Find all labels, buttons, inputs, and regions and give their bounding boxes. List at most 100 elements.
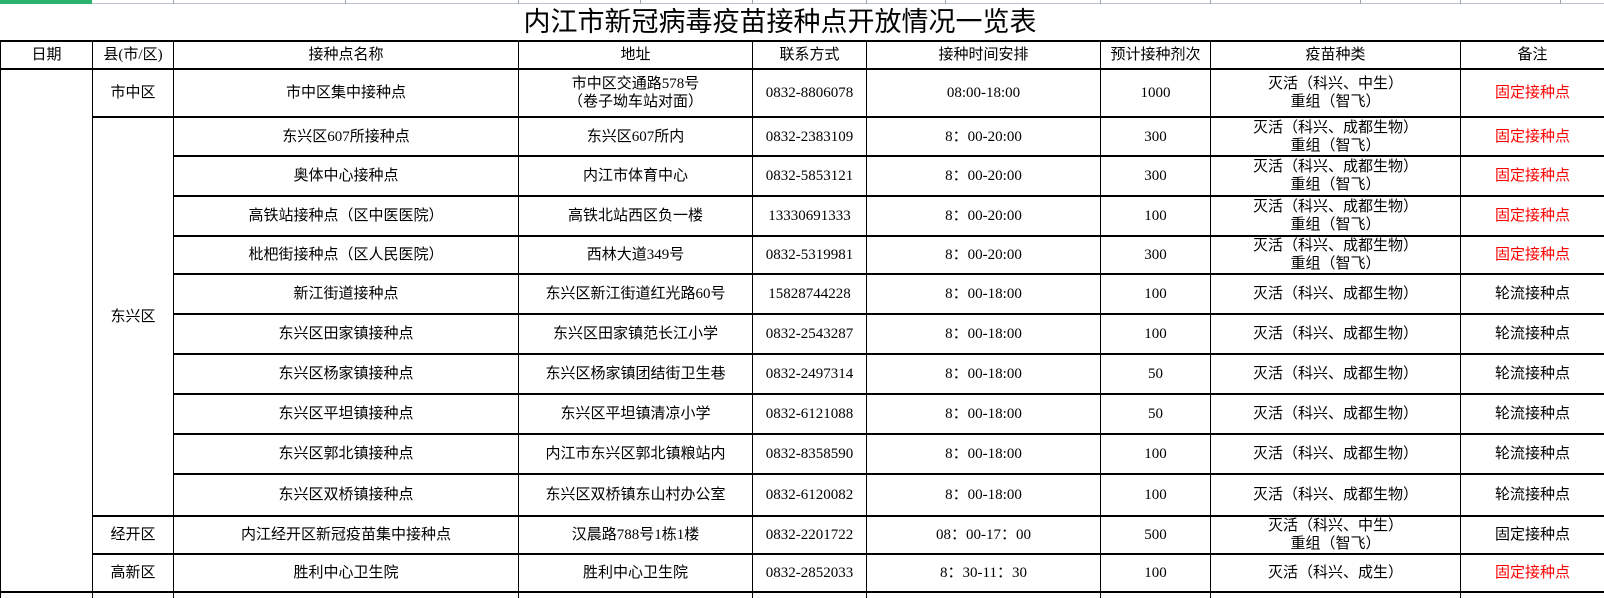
column-header-8[interactable]: 备注 <box>1460 40 1604 70</box>
cell-vaccine[interactable]: 灭活（科兴、成都生物） 重组（智飞） <box>1210 195 1461 237</box>
cell-phone[interactable]: 0832-5853121 <box>752 155 867 197</box>
cell-address[interactable]: 西林大道349号 <box>518 235 753 275</box>
cell-doses[interactable]: 300 <box>1100 116 1211 157</box>
cell-address[interactable]: 东兴区新江街道红光路60号 <box>518 273 753 315</box>
cell-site-name[interactable]: 东兴区平坦镇接种点 <box>173 393 519 435</box>
cell-site-name[interactable]: 枇杷街接种点（区人民医院） <box>173 235 519 275</box>
column-header-2[interactable]: 接种点名称 <box>173 40 519 70</box>
cell-doses[interactable]: 500 <box>1100 515 1211 555</box>
cell-address[interactable]: 市中区交通路578号 （卷子坳车站对面） <box>518 68 753 118</box>
cell-time[interactable]: 8：00-20:00 <box>866 235 1101 275</box>
cell-time[interactable]: 08：00-17：00 <box>866 515 1101 555</box>
cell-empty[interactable] <box>752 591 867 598</box>
cell-address[interactable]: 东兴区607所内 <box>518 116 753 157</box>
cell-phone[interactable]: 0832-5319981 <box>752 235 867 275</box>
cell-county[interactable]: 市中区 <box>92 68 174 118</box>
cell-remark[interactable]: 轮流接种点 <box>1460 313 1604 355</box>
cell-empty[interactable] <box>866 591 1101 598</box>
cell-remark[interactable]: 固定接种点 <box>1460 195 1604 237</box>
cell-time[interactable]: 8：00-18:00 <box>866 393 1101 435</box>
cell-vaccine[interactable]: 灭活（科兴、成都生物） <box>1210 353 1461 395</box>
cell-site-name[interactable]: 高铁站接种点（区中医医院） <box>173 195 519 237</box>
cell-site-name[interactable]: 市中区集中接种点 <box>173 68 519 118</box>
cell-remark[interactable]: 轮流接种点 <box>1460 433 1604 475</box>
column-header-7[interactable]: 疫苗种类 <box>1210 40 1461 70</box>
cell-time[interactable]: 8：00-18:00 <box>866 473 1101 517</box>
cell-doses[interactable]: 300 <box>1100 155 1211 197</box>
cell-site-name[interactable]: 东兴区杨家镇接种点 <box>173 353 519 395</box>
cell-time[interactable]: 8：30-11：30 <box>866 553 1101 593</box>
cell-site-name[interactable]: 胜利中心卫生院 <box>173 553 519 593</box>
cell-site-name[interactable]: 东兴区田家镇接种点 <box>173 313 519 355</box>
cell-doses[interactable]: 1000 <box>1100 68 1211 118</box>
cell-empty[interactable] <box>173 591 519 598</box>
cell-doses[interactable]: 100 <box>1100 195 1211 237</box>
cell-time[interactable]: 8：00-20:00 <box>866 155 1101 197</box>
cell-remark[interactable]: 固定接种点 <box>1460 68 1604 118</box>
cell-site-name[interactable]: 东兴区郭北镇接种点 <box>173 433 519 475</box>
cell-county[interactable]: 东兴区 <box>92 116 174 517</box>
cell-time[interactable]: 8：00-18:00 <box>866 353 1101 395</box>
cell-doses[interactable]: 100 <box>1100 473 1211 517</box>
cell-phone[interactable]: 0832-6121088 <box>752 393 867 435</box>
cell-address[interactable]: 高铁北站西区负一楼 <box>518 195 753 237</box>
cell-phone[interactable]: 0832-8806078 <box>752 68 867 118</box>
cell-phone[interactable]: 15828744228 <box>752 273 867 315</box>
cell-empty[interactable] <box>1100 591 1211 598</box>
cell-empty[interactable] <box>518 591 753 598</box>
cell-address[interactable]: 东兴区双桥镇东山村办公室 <box>518 473 753 517</box>
cell-empty[interactable] <box>0 591 93 598</box>
cell-site-name[interactable]: 新江街道接种点 <box>173 273 519 315</box>
cell-vaccine[interactable]: 灭活（科兴、成生） <box>1210 553 1461 593</box>
cell-remark[interactable]: 固定接种点 <box>1460 235 1604 275</box>
cell-address[interactable]: 东兴区杨家镇团结街卫生巷 <box>518 353 753 395</box>
cell-vaccine[interactable]: 灭活（科兴、成都生物） 重组（智飞） <box>1210 235 1461 275</box>
cell-empty[interactable] <box>92 591 174 598</box>
cell-vaccine[interactable]: 灭活（科兴、中生） 重组（智飞） <box>1210 515 1461 555</box>
cell-address[interactable]: 东兴区平坦镇清凉小学 <box>518 393 753 435</box>
cell-site-name[interactable]: 奥体中心接种点 <box>173 155 519 197</box>
cell-remark[interactable]: 轮流接种点 <box>1460 393 1604 435</box>
cell-doses[interactable]: 300 <box>1100 235 1211 275</box>
cell-phone[interactable]: 0832-2543287 <box>752 313 867 355</box>
column-header-3[interactable]: 地址 <box>518 40 753 70</box>
cell-phone[interactable]: 13330691333 <box>752 195 867 237</box>
column-header-1[interactable]: 县(市/区) <box>92 40 174 70</box>
cell-vaccine[interactable]: 灭活（科兴、中生） 重组（智飞） <box>1210 68 1461 118</box>
cell-remark[interactable]: 轮流接种点 <box>1460 473 1604 517</box>
cell-vaccine[interactable]: 灭活（科兴、成都生物） <box>1210 473 1461 517</box>
cell-time[interactable]: 8：00-20:00 <box>866 116 1101 157</box>
cell-address[interactable]: 内江市东兴区郭北镇粮站内 <box>518 433 753 475</box>
cell-doses[interactable]: 100 <box>1100 313 1211 355</box>
cell-remark[interactable]: 固定接种点 <box>1460 515 1604 555</box>
cell-site-name[interactable]: 东兴区607所接种点 <box>173 116 519 157</box>
cell-remark[interactable]: 固定接种点 <box>1460 155 1604 197</box>
cell-site-name[interactable]: 内江经开区新冠疫苗集中接种点 <box>173 515 519 555</box>
cell-address[interactable]: 东兴区田家镇范长江小学 <box>518 313 753 355</box>
cell-time[interactable]: 08:00-18:00 <box>866 68 1101 118</box>
cell-doses[interactable]: 100 <box>1100 273 1211 315</box>
cell-phone[interactable]: 0832-2383109 <box>752 116 867 157</box>
cell-remark[interactable]: 轮流接种点 <box>1460 353 1604 395</box>
cell-address[interactable]: 胜利中心卫生院 <box>518 553 753 593</box>
cell-doses[interactable]: 50 <box>1100 393 1211 435</box>
cell-time[interactable]: 8：00-18:00 <box>866 313 1101 355</box>
cell-site-name[interactable]: 东兴区双桥镇接种点 <box>173 473 519 517</box>
cell-remark[interactable]: 固定接种点 <box>1460 553 1604 593</box>
column-header-0[interactable]: 日期 <box>0 40 93 70</box>
column-header-6[interactable]: 预计接种剂次 <box>1100 40 1211 70</box>
cell-doses[interactable]: 100 <box>1100 553 1211 593</box>
column-header-4[interactable]: 联系方式 <box>752 40 867 70</box>
cell-vaccine[interactable]: 灭活（科兴、成都生物） 重组（智飞） <box>1210 155 1461 197</box>
cell-remark[interactable]: 轮流接种点 <box>1460 273 1604 315</box>
cell-vaccine[interactable]: 灭活（科兴、成都生物） <box>1210 433 1461 475</box>
cell-address[interactable]: 内江市体育中心 <box>518 155 753 197</box>
cell-phone[interactable]: 0832-2852033 <box>752 553 867 593</box>
cell-doses[interactable]: 100 <box>1100 433 1211 475</box>
cell-empty[interactable] <box>1210 591 1461 598</box>
cell-time[interactable]: 8：00-18:00 <box>866 273 1101 315</box>
cell-time[interactable]: 8：00-20:00 <box>866 195 1101 237</box>
cell-county[interactable]: 高新区 <box>92 553 174 593</box>
cell-address[interactable]: 汉晨路788号1栋1楼 <box>518 515 753 555</box>
column-header-5[interactable]: 接种时间安排 <box>866 40 1101 70</box>
